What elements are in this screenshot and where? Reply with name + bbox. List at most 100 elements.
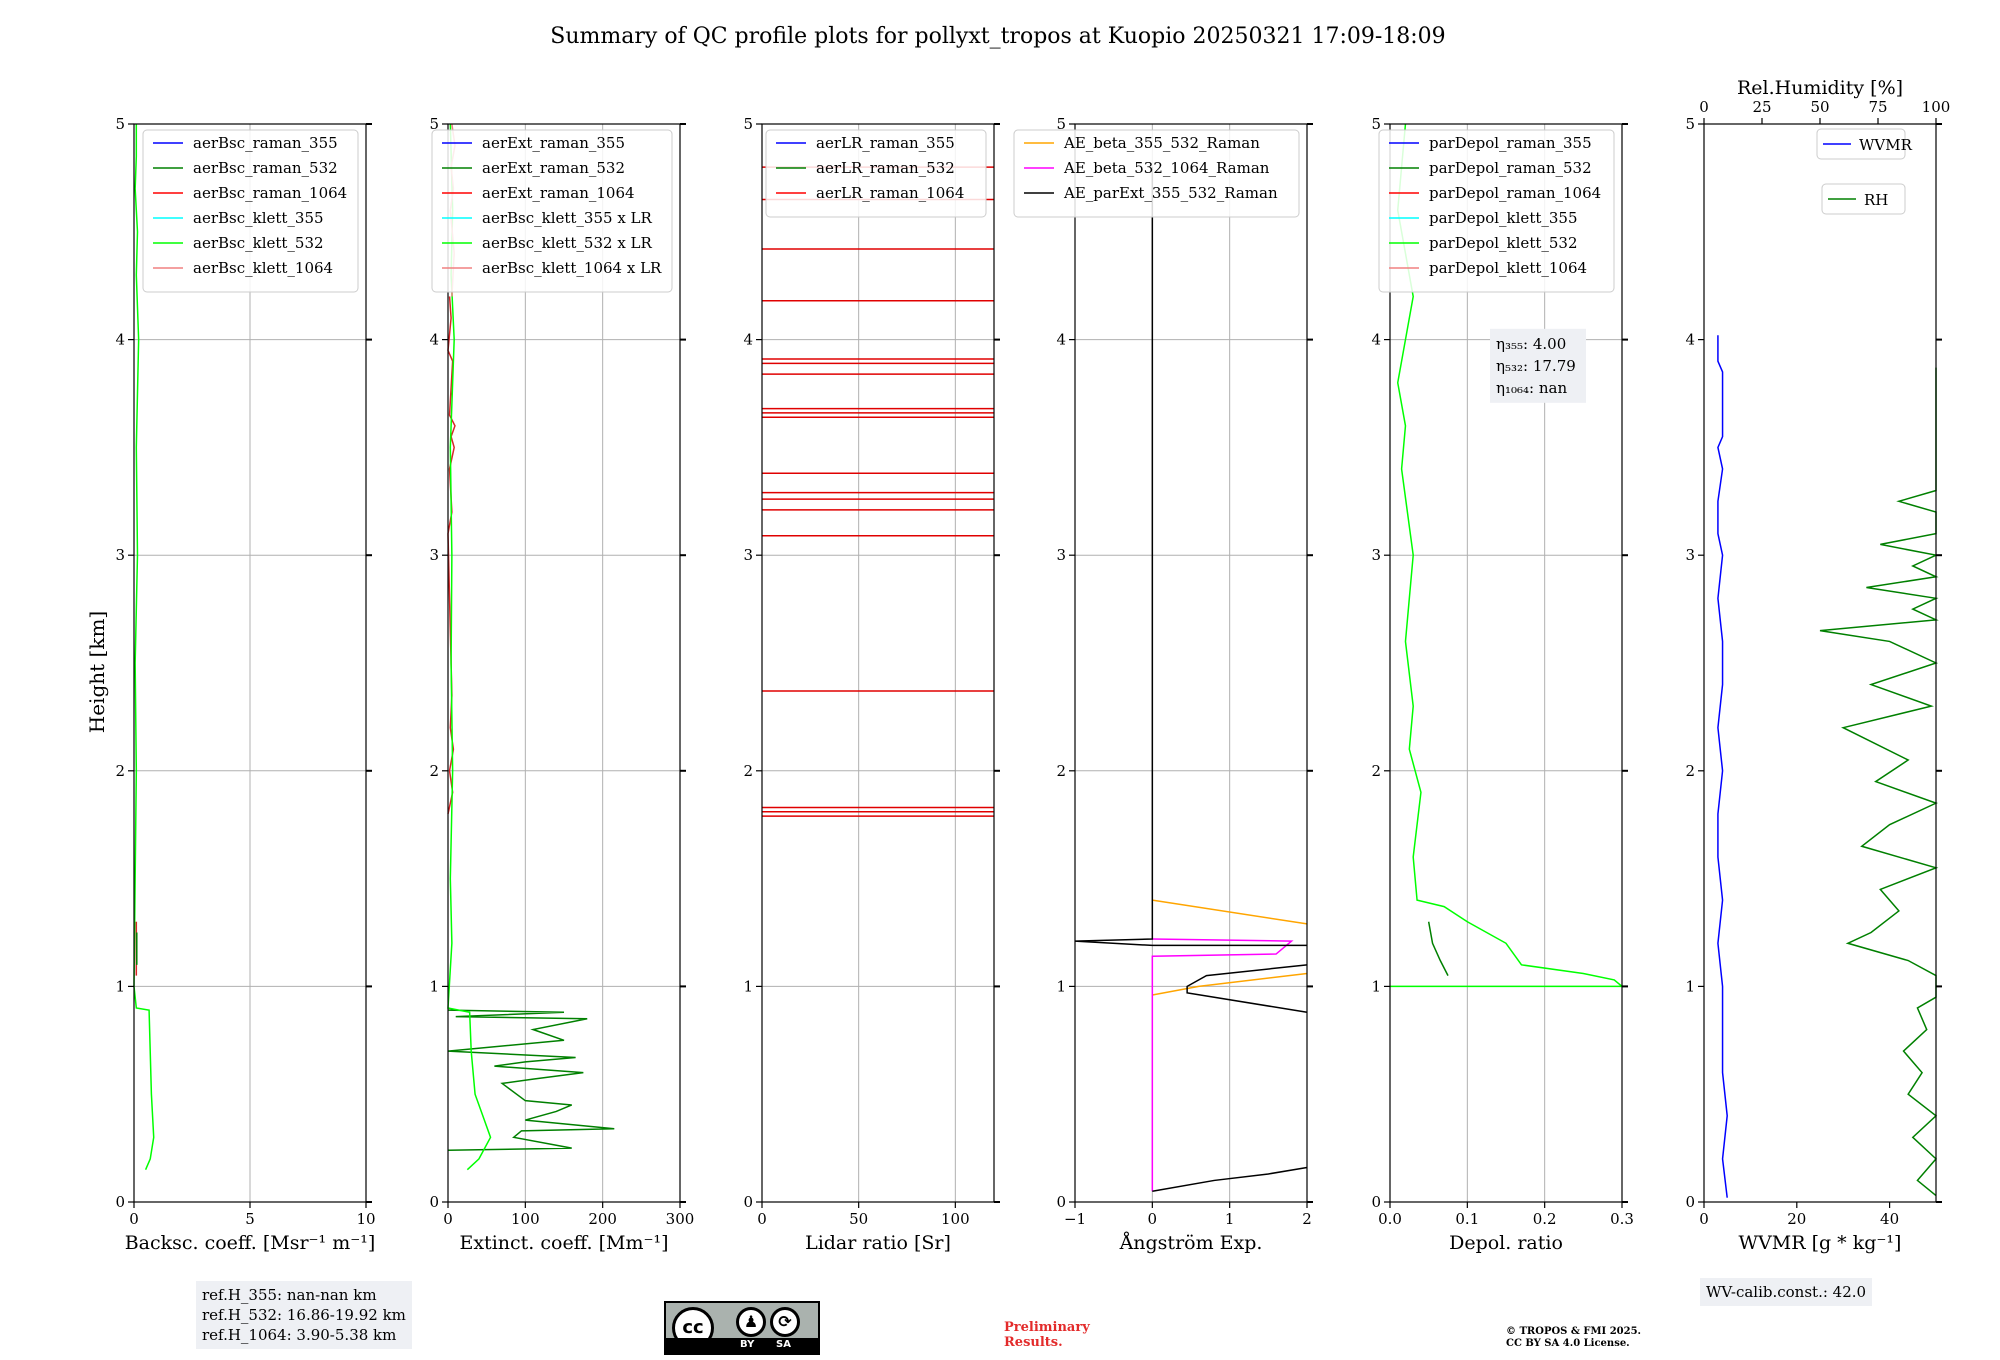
legend-box [1821, 183, 1906, 215]
legend-box [431, 129, 673, 293]
x-tick-label: 1 [1225, 1210, 1235, 1228]
plot-frame [1703, 123, 1937, 1203]
legend: aerExt_raman_355 aerExt_raman_532 aerExt_r… [431, 129, 673, 293]
share-alike-icon: ⟳ [770, 1307, 800, 1337]
legend-label: aerExt_raman_532 [482, 159, 625, 177]
legend-label: parDepol_klett_532 [1429, 234, 1578, 252]
annotation-box [1490, 328, 1586, 403]
legend-label: aerBsc_raman_355 [193, 134, 338, 152]
y-tick-label: 3 [429, 546, 439, 564]
y-tick-label: 2 [115, 762, 125, 780]
refh-532: ref.H_532: 16.86-19.92 km [202, 1306, 406, 1324]
legend-label: parDepol_klett_355 [1429, 209, 1578, 227]
legend-label: AE_beta_355_532_Raman [1063, 134, 1260, 152]
panel-2: 0 100 200 300 0 1 2 3 4 5 Extinct. coeff. [Mm⁻¹] ae… [429, 115, 694, 1254]
y-tick-label: 5 [115, 115, 125, 133]
preliminary-line-2: Results. [1004, 1335, 1063, 1350]
x-tick-label: 20 [1787, 1210, 1806, 1228]
y-tick-label: 0 [115, 1193, 125, 1211]
x-tick-label: 0.0 [1378, 1210, 1402, 1228]
preliminary-results-note: Preliminary Results. [1004, 1320, 1090, 1350]
y-tick-label: 1 [1685, 977, 1695, 995]
y-tick-label: 4 [429, 331, 439, 349]
x-axis-label: Depol. ratio [1449, 1232, 1563, 1254]
legend: aerLR_raman_355 aerLR_raman_532 aerLR_rama… [765, 129, 987, 218]
top-tick-label: 100 [1922, 98, 1951, 116]
series-line-AE_beta_355_532_Raman [1152, 899, 1308, 925]
legend-label: aerExt_raman_1064 [482, 184, 635, 202]
series-line-AE_beta_532_1064_Raman [1151, 938, 1294, 1192]
x-axis-label: WVMR [g * kg⁻¹] [1739, 1232, 1902, 1254]
x-tick-label: 2 [1302, 1210, 1312, 1228]
top-axis-label: Rel.Humidity [%] [1737, 77, 1903, 99]
y-tick-label: 4 [1371, 331, 1381, 349]
series-line-AE_parExt_355_532_Raman [1152, 1166, 1308, 1192]
figure-title: Summary of QC profile plots for pollyxt_… [550, 24, 1445, 49]
x-axis-label: Backsc. coeff. [Msr⁻¹ m⁻¹] [125, 1232, 376, 1254]
x-tick-label: 0 [1699, 1210, 1709, 1228]
plot-frame [761, 123, 995, 1203]
series-line-aerExt_raman_532 [447, 1009, 615, 1152]
y-tick-label: 2 [1056, 762, 1066, 780]
y-tick-label: 1 [743, 977, 753, 995]
series-line-AE_beta_355_532_Raman [1152, 972, 1308, 996]
plot-area [762, 166, 994, 817]
series-line-AE_parExt_355_532_Raman [1074, 167, 1307, 947]
legend-label: WVMR [1859, 136, 1913, 154]
series-line-RH [1819, 367, 1939, 1197]
y-tick-label: 0 [1371, 1193, 1381, 1211]
y-tick-label: 5 [1056, 115, 1066, 133]
panel-5: 0.0 0.1 0.2 0.3 0 1 2 3 4 5 Depol. ratio parDepol_r… [1371, 115, 1633, 1254]
x-tick-label: 5 [245, 1210, 255, 1228]
cc-label-bar: BY SA [666, 1338, 818, 1353]
y-tick-label: 0 [1685, 1193, 1695, 1211]
x-tick-label: −1 [1064, 1210, 1086, 1228]
series-line-aerBsc_klett_532 x LR [447, 123, 492, 1171]
x-tick-label: 0.3 [1610, 1210, 1634, 1228]
y-tick-label: 0 [429, 1193, 439, 1211]
refh-1064: ref.H_1064: 3.90-5.38 km [202, 1326, 397, 1344]
plot-frame [1074, 123, 1308, 1203]
legend-label: RH [1864, 191, 1888, 209]
legend-label: parDepol_raman_1064 [1429, 184, 1601, 202]
series-line-AE_parExt_355_532_Raman [1186, 964, 1308, 1014]
legend-label: aerBsc_klett_1064 [193, 259, 333, 277]
y-tick-label: 2 [429, 762, 439, 780]
reference-height-box: ref.H_355: nan-nan km ref.H_532: 16.86-1… [196, 1281, 412, 1349]
legend-label: aerBsc_klett_532 [193, 234, 324, 252]
legend-label: aerBsc_raman_1064 [193, 184, 347, 202]
legend: aerBsc_raman_355 aerBsc_raman_532 aerBsc_r… [142, 129, 359, 293]
y-tick-label: 5 [743, 115, 753, 133]
legend: WVMR RH [1816, 128, 1913, 215]
y-tick-label: 4 [115, 331, 125, 349]
x-tick-label: 50 [849, 1210, 868, 1228]
y-tick-label: 3 [743, 546, 753, 564]
legend-box [1816, 128, 1906, 160]
series-line-parDepol_raman_532 [1427, 921, 1449, 976]
plot-area [1717, 335, 1939, 1198]
y-tick-label: 2 [1371, 762, 1381, 780]
series-line-aerBsc_klett_532 [133, 124, 155, 1170]
plot-frame [1389, 123, 1623, 1203]
legend: parDepol_raman_355 parDepol_raman_532 parD… [1378, 129, 1615, 293]
y-tick-label: 1 [1371, 977, 1381, 995]
legend-label: aerBsc_raman_532 [193, 159, 338, 177]
x-tick-label: 0 [129, 1210, 139, 1228]
legend-label: aerExt_raman_355 [482, 134, 625, 152]
y-tick-label: 2 [1685, 762, 1695, 780]
x-tick-label: 0.2 [1533, 1210, 1557, 1228]
x-tick-label: 0 [443, 1210, 453, 1228]
annotation-line: η₅₃₂: 17.79 [1496, 357, 1576, 375]
legend-box [765, 129, 987, 218]
series-line-WVMR [1717, 335, 1728, 1198]
x-tick-label: 100 [941, 1210, 970, 1228]
x-tick-label: 100 [511, 1210, 540, 1228]
legend-box [1378, 129, 1615, 293]
y-tick-label: 4 [1056, 331, 1066, 349]
by-person-icon: ♟ [736, 1307, 766, 1337]
y-tick-label: 3 [1056, 546, 1066, 564]
legend: AE_beta_355_532_Raman AE_beta_532_1064_Ra… [1013, 129, 1300, 218]
cc-sa-label: SA [776, 1339, 791, 1350]
y-tick-label: 5 [1685, 115, 1695, 133]
